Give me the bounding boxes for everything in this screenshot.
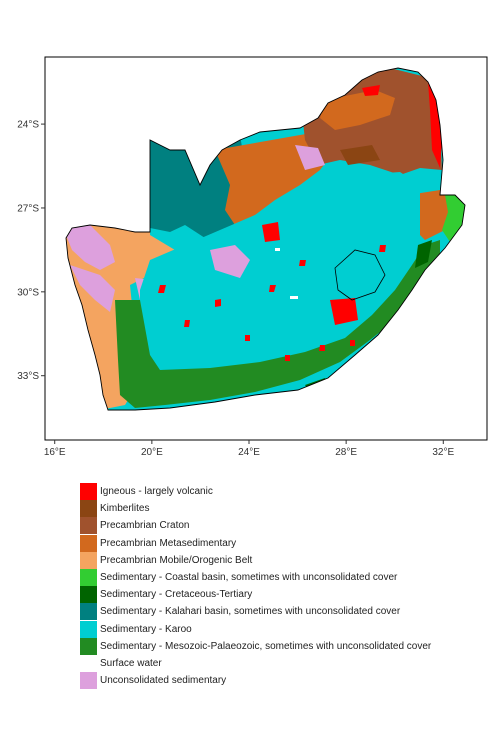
legend-item: Precambrian Craton	[80, 517, 431, 535]
y-tick-label: 27°S	[17, 203, 39, 214]
cretaceous-east	[415, 240, 432, 268]
legend-label: Surface water	[100, 657, 162, 669]
igneous-north	[362, 85, 380, 96]
legend-label: Sedimentary - Coastal basin, sometimes w…	[100, 572, 398, 584]
x-axis: 16°E 20°E 24°E 28°E 32°E	[44, 440, 455, 458]
x-tick-label: 28°E	[335, 447, 357, 458]
x-tick-label: 32°E	[432, 447, 454, 458]
kimberlites-north	[340, 145, 380, 165]
metasedimentary-north	[320, 90, 395, 130]
legend-key	[80, 637, 97, 655]
unconsolidated-north	[295, 145, 325, 170]
legend-label: Precambrian Metasedimentary	[100, 537, 237, 549]
legend-key	[80, 569, 97, 587]
legend-key	[80, 551, 97, 569]
legend-key	[80, 586, 97, 604]
legend-label: Sedimentary - Mesozoic-Palaeozoic, somet…	[100, 640, 432, 652]
legend-item: Precambrian Metasedimentary	[80, 534, 431, 552]
legend-key	[80, 500, 97, 518]
legend-item: Sedimentary - Cretaceous-Tertiary	[80, 586, 431, 604]
y-tick-label: 24°S	[17, 120, 39, 131]
x-tick-label: 16°E	[44, 447, 66, 458]
legend-label: Igneous - largely volcanic	[100, 486, 213, 498]
legend-item: Sedimentary - Kalahari basin, sometimes …	[80, 603, 431, 621]
legend-item: Sedimentary - Coastal basin, sometimes w…	[80, 569, 431, 587]
y-tick-label: 30°S	[17, 287, 39, 298]
igneous-bushveld	[262, 222, 280, 242]
unconsolidated-west	[66, 225, 115, 270]
legend-label: Sedimentary - Cretaceous-Tertiary	[100, 589, 253, 601]
igneous-lesotho	[330, 298, 358, 325]
lesotho-border	[334, 249, 386, 301]
legend-label: Precambrian Craton	[100, 520, 190, 532]
legend-item: Igneous - largely volcanic	[80, 483, 431, 501]
legend-label: Precambrian Mobile/Orogenic Belt	[100, 554, 253, 566]
legend-label: Sedimentary - Kalahari basin, sometimes …	[100, 606, 401, 618]
legend-item: Sedimentary - Mesozoic-Palaeozoic, somet…	[80, 637, 432, 655]
legend-key	[80, 672, 97, 690]
mesozoic-south	[115, 240, 440, 408]
legend-item: Kimberlites	[80, 500, 431, 518]
geology-map: 16°E 20°E 24°E 28°E 32°E 24°S 27°S 30°S 33°S	[17, 56, 488, 458]
unconsolidated-west-2	[70, 265, 115, 312]
y-tick-label: 33°S	[17, 371, 39, 382]
x-tick-label: 20°E	[141, 447, 163, 458]
legend-item: Precambrian Mobile/Orogenic Belt	[80, 551, 431, 569]
igneous-east	[428, 82, 442, 168]
legend-label: Unconsolidated sedimentary	[100, 675, 227, 687]
y-axis: 24°S 27°S 30°S 33°S	[17, 120, 45, 382]
country-outline	[65, 67, 466, 411]
legend-key	[80, 534, 97, 552]
legend-item: Surface water	[80, 654, 431, 672]
unconsolidated-central	[210, 245, 250, 278]
legend-key	[80, 654, 97, 672]
legend-item: Unconsolidated sedimentary	[80, 672, 431, 690]
legend-key	[80, 603, 97, 621]
legend-label: Sedimentary - Karoo	[100, 623, 192, 635]
legend-item: Sedimentary - Karoo	[80, 620, 431, 638]
legend: Igneous - largely volcanic Kimberlites P…	[80, 483, 432, 690]
legend-key	[80, 483, 97, 501]
legend-key	[80, 517, 97, 535]
legend-key	[80, 620, 97, 638]
legend-label: Kimberlites	[100, 503, 150, 515]
x-tick-label: 24°E	[238, 447, 260, 458]
